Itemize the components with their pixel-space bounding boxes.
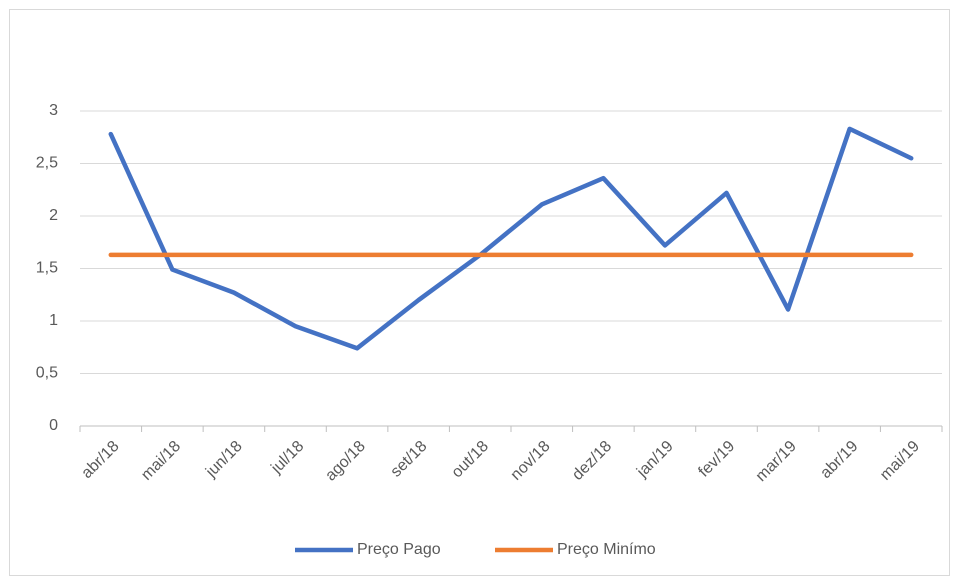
series-line bbox=[108, 126, 914, 351]
legend-label: Preço Minímo bbox=[557, 541, 656, 558]
y-tick-label: 1 bbox=[49, 312, 58, 329]
chart-border bbox=[9, 9, 950, 576]
y-tick-label: 0,5 bbox=[36, 365, 58, 382]
y-tick-label: 2,5 bbox=[36, 155, 58, 172]
y-tick-label: 2 bbox=[49, 207, 58, 224]
y-tick-label: 1,5 bbox=[36, 260, 58, 277]
y-tick-label: 3 bbox=[49, 102, 58, 119]
legend-label: Preço Pago bbox=[357, 541, 441, 558]
y-tick-label: 0 bbox=[49, 417, 58, 434]
